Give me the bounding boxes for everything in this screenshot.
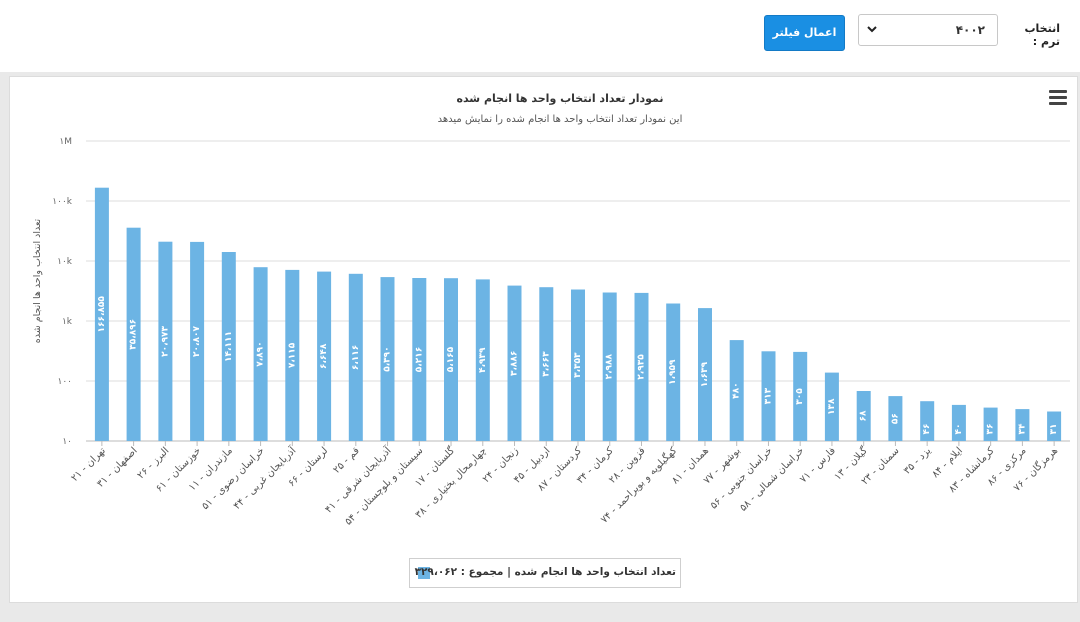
legend-text: تعداد انتخاب واحد ها انجام شده | مجموع :… bbox=[414, 566, 676, 578]
y-tick-label: ۱۰۰k bbox=[52, 197, 73, 207]
bar bbox=[634, 292, 649, 441]
bar-data-label: ۲۰،۹۷۳ bbox=[160, 325, 170, 356]
filter-bar: انتخاب ترم : ۴۰۰۲ اعمال فیلتر bbox=[0, 0, 1080, 72]
bar-data-label: ۳،۸۸۶ bbox=[510, 351, 520, 376]
bar-data-label: ۳۴ bbox=[1017, 423, 1027, 434]
bar bbox=[761, 351, 776, 441]
bar bbox=[666, 303, 681, 441]
bar bbox=[444, 278, 458, 441]
bar-data-label: ۵،۲۱۶ bbox=[414, 347, 424, 372]
bar bbox=[983, 407, 998, 441]
bar bbox=[888, 396, 903, 441]
bar-data-label: ۳۰۵ bbox=[795, 388, 805, 405]
bar-data-label: ۲،۹۳۵ bbox=[637, 354, 647, 380]
y-tick-label: ۱M bbox=[59, 137, 72, 147]
bar-data-label: ۲۰،۸۰۷ bbox=[192, 326, 202, 357]
term-select[interactable]: ۴۰۰۲ bbox=[858, 14, 998, 46]
bar-data-label: ۳۱۳ bbox=[764, 387, 774, 404]
bar bbox=[380, 277, 395, 441]
bar bbox=[793, 351, 808, 441]
bar bbox=[602, 292, 617, 441]
bar-data-label: ۱۴،۱۱۱ bbox=[224, 331, 234, 362]
bar bbox=[317, 271, 332, 441]
bar-data-label: ۳۶ bbox=[986, 424, 996, 435]
bar bbox=[253, 267, 268, 441]
bar-data-label: ۴۶ bbox=[922, 424, 932, 435]
bar-data-label: ۳،۶۶۳ bbox=[541, 351, 551, 377]
bar-data-label: ۳،۳۵۳ bbox=[573, 352, 583, 378]
bar bbox=[285, 269, 300, 441]
bar-data-label: ۶،۶۴۸ bbox=[319, 343, 329, 369]
y-tick-label: ۱۰k bbox=[57, 257, 73, 267]
legend-swatch bbox=[418, 567, 430, 579]
bar bbox=[856, 391, 871, 441]
bar-data-label: ۷،۸۹۰ bbox=[256, 341, 266, 366]
bar-data-label: ۵۶ bbox=[890, 413, 900, 424]
hamburger-menu-icon[interactable] bbox=[1049, 90, 1067, 106]
bar bbox=[507, 285, 522, 441]
bar-data-label: ۶۸ bbox=[859, 410, 869, 421]
bar-data-label: ۳۱ bbox=[1049, 424, 1059, 435]
bar bbox=[412, 278, 427, 441]
bar bbox=[571, 289, 585, 441]
bar bbox=[729, 340, 744, 441]
bar-data-label: ۴۸۰ bbox=[732, 382, 742, 398]
bar-data-label: ۱،۹۵۹ bbox=[668, 359, 678, 385]
bar bbox=[348, 273, 363, 441]
chart-subtitle: این نمودار تعداد انتخاب واحد ها انجام شد… bbox=[437, 114, 683, 125]
bar-data-label: ۶،۱۱۶ bbox=[351, 345, 361, 370]
bar-data-label: ۱۶۶،۸۵۵ bbox=[97, 296, 107, 333]
bar-data-label: ۱،۶۳۹ bbox=[700, 361, 710, 387]
chevron-down-icon bbox=[867, 26, 877, 33]
x-tick-label: یزد - ۳۵ bbox=[902, 445, 934, 477]
bar bbox=[1015, 409, 1030, 441]
bar bbox=[951, 404, 966, 441]
bar bbox=[158, 241, 173, 441]
bar bbox=[94, 187, 109, 441]
bar bbox=[698, 308, 712, 441]
bar-data-label: ۵،۳۹۰ bbox=[383, 346, 393, 371]
y-tick-label: ۱k bbox=[62, 317, 73, 327]
apply-filter-button[interactable]: اعمال فیلتر bbox=[764, 15, 845, 51]
bar-data-label: ۴،۹۳۹ bbox=[478, 347, 488, 373]
chart-legend[interactable]: تعداد انتخاب واحد ها انجام شده | مجموع :… bbox=[409, 558, 681, 588]
bar bbox=[1047, 411, 1062, 441]
bar bbox=[190, 241, 205, 441]
y-tick-label: ۱۰۰ bbox=[57, 377, 72, 387]
bar bbox=[475, 279, 490, 441]
bar-data-label: ۳۵،۸۹۶ bbox=[129, 319, 139, 350]
y-tick-label: ۱۰ bbox=[62, 437, 72, 447]
bar bbox=[824, 372, 839, 441]
bar-data-label: ۵،۱۶۵ bbox=[446, 346, 456, 372]
bar bbox=[221, 252, 236, 441]
bottom-strip bbox=[0, 604, 1080, 622]
bar-data-label: ۱۳۸ bbox=[827, 398, 837, 415]
x-tick-label: قم - ۲۵ bbox=[331, 445, 362, 476]
term-select-value: ۴۰۰۲ bbox=[955, 23, 985, 37]
y-axis-label: تعداد انتخاب واحد ها انجام شده bbox=[32, 218, 43, 343]
bar bbox=[126, 227, 141, 441]
chart-title: نمودار تعداد انتخاب واحد ها انجام شده bbox=[456, 92, 664, 105]
bar bbox=[539, 287, 554, 441]
bar-data-label: ۲،۹۸۸ bbox=[605, 354, 615, 380]
term-label: انتخاب ترم : bbox=[1024, 22, 1060, 48]
bar bbox=[920, 401, 935, 441]
bar-data-label: ۴۰ bbox=[954, 424, 964, 435]
bar-data-label: ۷،۱۱۵ bbox=[287, 342, 297, 368]
